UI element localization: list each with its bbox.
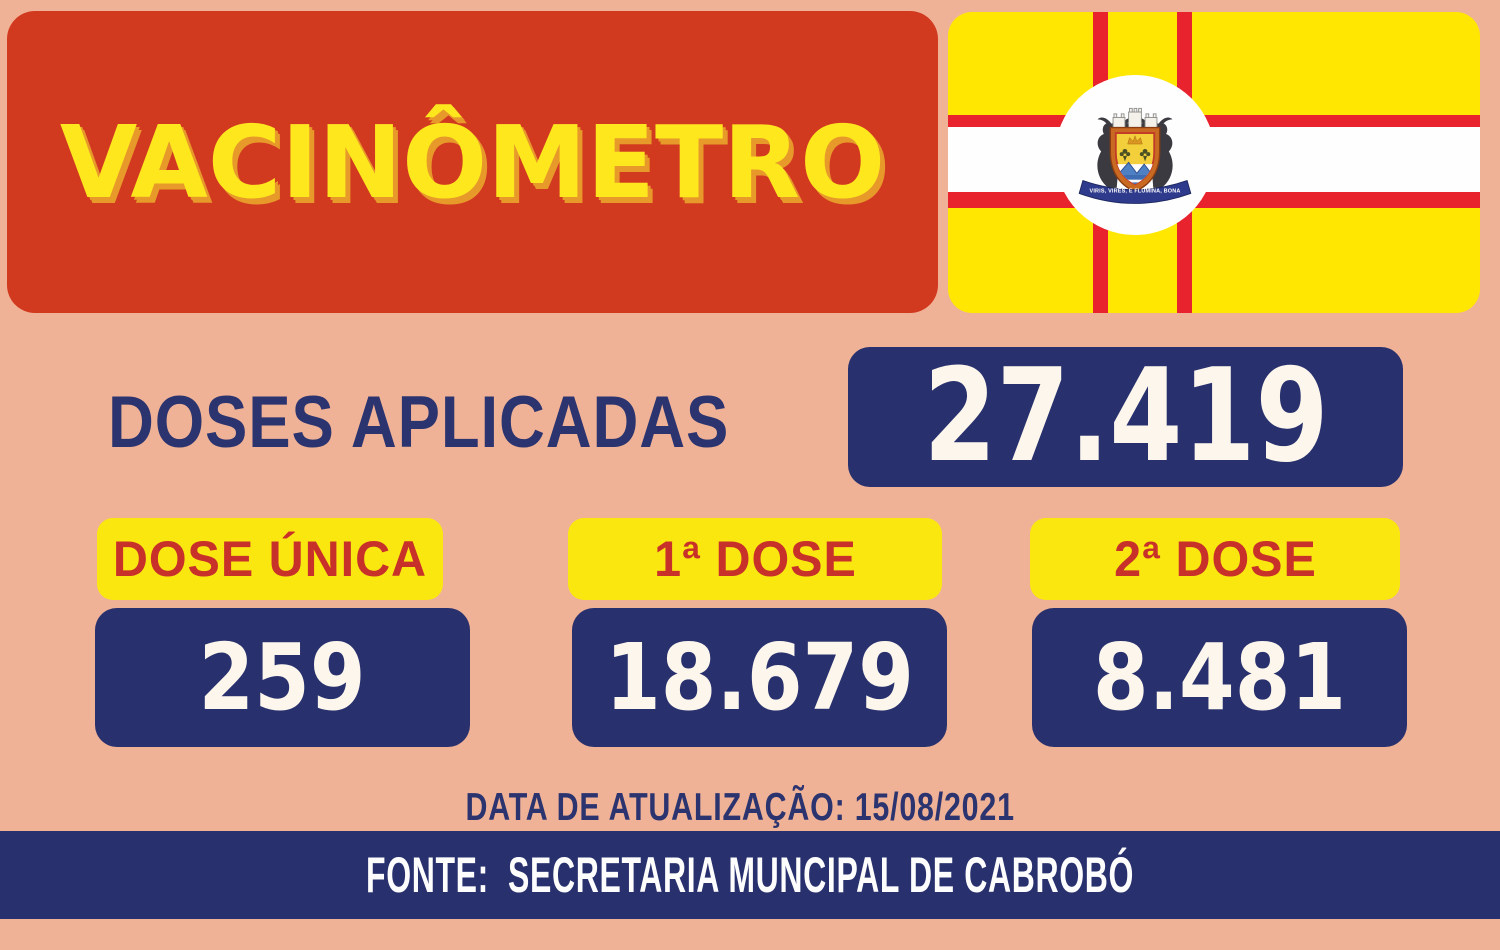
title-banner: VACINÔMETRO	[7, 11, 938, 313]
flag-emblem-circle: VIRIS, VIRES, E FLUMINA, BONA	[1055, 75, 1215, 235]
total-doses-value-box: 27.419	[848, 347, 1403, 487]
flag-horizontal-red-stripe-top	[948, 115, 1480, 127]
fleur-de-lis-right-icon	[1139, 148, 1151, 162]
second-dose-value: 8.481	[1092, 623, 1347, 731]
cabrobo-flag: VIRIS, VIRES, E FLUMINA, BONA	[948, 12, 1480, 313]
first-dose-value-box: 18.679	[572, 608, 947, 747]
single-dose-label: DOSE ÚNICA	[112, 531, 428, 587]
first-dose-label: 1ª DOSE	[653, 531, 857, 587]
single-dose-value-box: 259	[95, 608, 470, 747]
coat-of-arms-icon: VIRIS, VIRES, E FLUMINA, BONA	[1078, 107, 1192, 204]
motto-ribbon-icon: VIRIS, VIRES, E FLUMINA, BONA	[1078, 180, 1192, 204]
source-text: FONTE: SECRETARIA MUNCIPAL DE CABROBÓ	[365, 847, 1135, 903]
motto-text: VIRIS, VIRES, E FLUMINA, BONA	[1090, 188, 1181, 194]
second-dose-value-box: 8.481	[1032, 608, 1407, 747]
second-dose-label: 2ª DOSE	[1113, 531, 1317, 587]
small-crown-icon	[1127, 135, 1143, 145]
fleur-de-lis-left-icon	[1119, 148, 1131, 162]
update-date: DATA DE ATUALIZAÇÃO: 15/08/2021	[465, 786, 1015, 829]
update-date-line: DATA DE ATUALIZAÇÃO: 15/08/2021	[0, 788, 1480, 827]
shield-icon	[1109, 126, 1161, 193]
single-dose-value: 259	[198, 623, 367, 731]
page-title: VACINÔMETRO	[59, 103, 886, 221]
first-dose-value: 18.679	[605, 623, 914, 731]
first-dose-label-box: 1ª DOSE	[568, 518, 942, 600]
second-dose-label-box: 2ª DOSE	[1030, 518, 1400, 600]
source-bar: FONTE: SECRETARIA MUNCIPAL DE CABROBÓ	[0, 831, 1500, 919]
flag-horizontal-red-stripe-bottom	[948, 192, 1480, 208]
total-doses-value: 27.419	[922, 342, 1329, 491]
single-dose-label-box: DOSE ÚNICA	[97, 518, 443, 600]
total-doses-label: DOSES APLICADAS	[108, 382, 730, 463]
